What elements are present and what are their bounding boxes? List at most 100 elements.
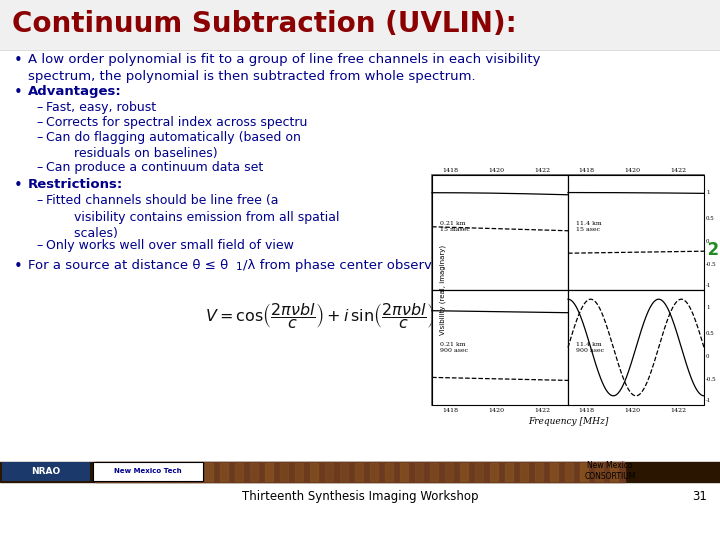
- Text: 1422: 1422: [670, 168, 686, 173]
- Bar: [370, 463, 378, 481]
- Bar: [220, 463, 228, 481]
- Text: Continuum Subtraction (UVLIN):: Continuum Subtraction (UVLIN):: [12, 10, 517, 38]
- Bar: [445, 463, 453, 481]
- Text: /λ from phase center observed on baseline: /λ from phase center observed on baselin…: [243, 259, 534, 272]
- Bar: [175, 463, 183, 481]
- Bar: [580, 463, 588, 481]
- Text: •: •: [14, 259, 23, 274]
- Text: $V = \cos\!\left(\dfrac{2\pi\nu bl}{c}\right) + i\,\sin\!\left(\dfrac{2\pi\nu bl: $V = \cos\!\left(\dfrac{2\pi\nu bl}{c}\r…: [205, 301, 435, 331]
- Text: 1418: 1418: [442, 408, 458, 413]
- Text: 1422: 1422: [534, 408, 550, 413]
- Text: Corrects for spectral index across spectru: Corrects for spectral index across spect…: [46, 116, 307, 129]
- Text: •: •: [14, 85, 23, 100]
- Text: 0: 0: [706, 354, 709, 359]
- Bar: [0, 462, 720, 482]
- Text: -1: -1: [706, 283, 711, 288]
- Bar: [430, 463, 438, 481]
- Bar: [568, 175, 704, 290]
- Text: –: –: [36, 101, 42, 114]
- Text: •: •: [14, 53, 23, 68]
- Bar: [340, 463, 348, 481]
- Text: Advantages:: Advantages:: [28, 85, 122, 98]
- Text: –: –: [36, 194, 42, 207]
- Bar: [432, 290, 568, 405]
- Bar: [2, 462, 90, 481]
- Text: 1: 1: [706, 190, 709, 195]
- Bar: [505, 463, 513, 481]
- Bar: [568, 290, 704, 405]
- Bar: [550, 463, 558, 481]
- Text: -1: -1: [706, 398, 711, 403]
- Text: 11.4 km
15 asec: 11.4 km 15 asec: [576, 221, 602, 232]
- Bar: [432, 175, 704, 405]
- Text: –: –: [36, 239, 42, 252]
- Text: 1418: 1418: [442, 168, 458, 173]
- Text: Fitted channels should be line free (a
       visibility contains emission from : Fitted channels should be line free (a v…: [46, 194, 340, 240]
- Bar: [325, 463, 333, 481]
- Text: Fast, easy, robust: Fast, easy, robust: [46, 101, 156, 114]
- Text: –: –: [36, 131, 42, 144]
- Bar: [235, 463, 243, 481]
- Text: Only works well over small field of view: Only works well over small field of view: [46, 239, 294, 252]
- Bar: [145, 463, 153, 481]
- Bar: [0, 50, 720, 480]
- Text: –: –: [36, 161, 42, 174]
- Bar: [520, 463, 528, 481]
- Text: 0.21 km
15 masec: 0.21 km 15 masec: [440, 221, 470, 232]
- Text: 1420: 1420: [624, 408, 640, 413]
- Bar: [265, 463, 273, 481]
- Text: –: –: [36, 116, 42, 129]
- Bar: [475, 463, 483, 481]
- Text: -0.5: -0.5: [706, 377, 716, 382]
- Bar: [280, 463, 288, 481]
- Bar: [460, 463, 468, 481]
- Bar: [100, 463, 108, 481]
- Text: Can do flagging automatically (based on
       residuals on baselines): Can do flagging automatically (based on …: [46, 131, 301, 160]
- Bar: [190, 463, 198, 481]
- Text: •: •: [14, 178, 23, 193]
- Text: Restrictions:: Restrictions:: [28, 178, 123, 191]
- Text: 0.21 km
900 asec: 0.21 km 900 asec: [440, 342, 468, 353]
- Bar: [205, 463, 213, 481]
- Text: Frequency [MHz]: Frequency [MHz]: [528, 417, 608, 426]
- Text: 0.5: 0.5: [706, 216, 715, 221]
- Text: NRAO: NRAO: [32, 467, 60, 476]
- Text: 1: 1: [236, 262, 243, 272]
- Text: 11.4 km
900 asec: 11.4 km 900 asec: [576, 342, 604, 353]
- Text: 1420: 1420: [624, 168, 640, 173]
- Text: A low order polynomial is fit to a group of line free channels in each visibilit: A low order polynomial is fit to a group…: [28, 53, 541, 83]
- Bar: [0, 0, 720, 50]
- Bar: [130, 463, 138, 481]
- Bar: [610, 463, 618, 481]
- Text: 1418: 1418: [578, 408, 594, 413]
- Bar: [250, 463, 258, 481]
- Bar: [160, 463, 168, 481]
- Text: Can produce a continuum data set: Can produce a continuum data set: [46, 161, 264, 174]
- Text: 31: 31: [693, 490, 708, 503]
- Text: 1: 1: [706, 305, 709, 310]
- Text: -0.5: -0.5: [706, 262, 716, 267]
- Bar: [565, 463, 573, 481]
- Text: 0.5: 0.5: [706, 331, 715, 336]
- Bar: [295, 463, 303, 481]
- Text: Visibility (real, imaginary): Visibility (real, imaginary): [440, 245, 446, 335]
- Text: 1420: 1420: [488, 168, 504, 173]
- Bar: [490, 463, 498, 481]
- Bar: [595, 463, 603, 481]
- Text: 1422: 1422: [670, 408, 686, 413]
- Bar: [385, 463, 393, 481]
- Text: New Mexico
CONSORTIUM: New Mexico CONSORTIUM: [585, 461, 636, 481]
- Bar: [432, 175, 568, 290]
- Bar: [95, 462, 625, 482]
- Text: 1420: 1420: [488, 408, 504, 413]
- Bar: [93, 462, 203, 481]
- Bar: [400, 463, 408, 481]
- Text: New Mexico Tech: New Mexico Tech: [114, 468, 182, 474]
- Bar: [535, 463, 543, 481]
- Text: 0: 0: [706, 239, 709, 244]
- Text: SIRA 2: SIRA 2: [658, 241, 719, 259]
- Bar: [415, 463, 423, 481]
- Text: Thirteenth Synthesis Imaging Workshop: Thirteenth Synthesis Imaging Workshop: [242, 490, 478, 503]
- Bar: [115, 463, 123, 481]
- Text: For a source at distance θ ≤ θ: For a source at distance θ ≤ θ: [28, 259, 228, 272]
